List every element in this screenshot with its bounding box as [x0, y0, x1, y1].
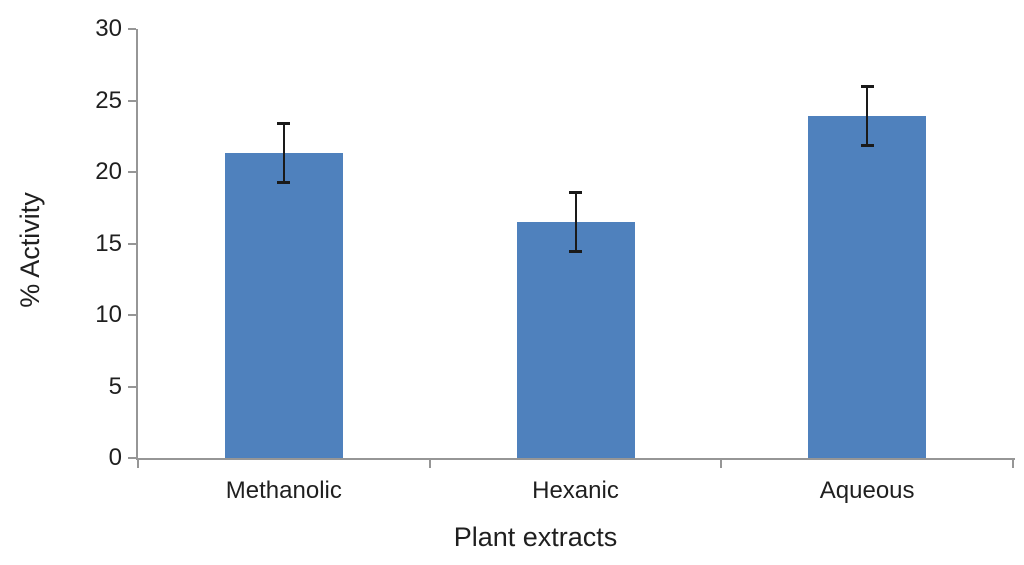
- y-tick-label: 25: [95, 86, 122, 114]
- bar-aqueous: [808, 116, 927, 458]
- bar-hexanic: [516, 222, 635, 458]
- y-tick-label: 30: [95, 15, 122, 42]
- x-category-label: Aqueous: [819, 477, 915, 504]
- x-tick: [1012, 460, 1014, 468]
- error-bar-cap-top: [860, 85, 874, 89]
- y-tick: [128, 314, 136, 316]
- x-tick: [720, 460, 723, 468]
- y-tick-label: 0: [108, 444, 122, 471]
- x-axis-line: [136, 458, 1015, 460]
- y-tick: [128, 99, 136, 102]
- error-bar-cap-top: [569, 191, 582, 195]
- x-category-label: Methanolic: [225, 477, 342, 504]
- error-bar-line: [866, 86, 869, 147]
- error-bar-line: [282, 123, 285, 184]
- y-tick: [128, 385, 136, 388]
- error-bar-cap-bottom: [860, 144, 874, 148]
- y-tick-label: 15: [95, 229, 122, 257]
- y-tick: [128, 457, 136, 459]
- y-tick: [128, 242, 136, 245]
- x-tick: [428, 460, 431, 468]
- y-tick: [128, 28, 136, 30]
- error-bar-cap-top: [277, 122, 291, 126]
- y-tick: [128, 171, 136, 173]
- error-bar-cap-bottom: [569, 250, 582, 254]
- error-bar-line: [574, 192, 577, 253]
- y-tick-label: 10: [95, 301, 122, 328]
- bar-methanolic: [224, 153, 343, 458]
- x-category-label: Hexanic: [532, 477, 619, 504]
- x-tick: [137, 460, 139, 468]
- y-tick-label: 5: [108, 372, 122, 400]
- plot-area: [128, 28, 1015, 468]
- error-bar-cap-bottom: [277, 181, 291, 185]
- y-axis-line: [136, 29, 138, 460]
- y-tick-label: 20: [95, 158, 122, 185]
- x-axis-title: Plant extracts: [453, 522, 618, 552]
- y-axis-title: % Activity: [15, 192, 45, 308]
